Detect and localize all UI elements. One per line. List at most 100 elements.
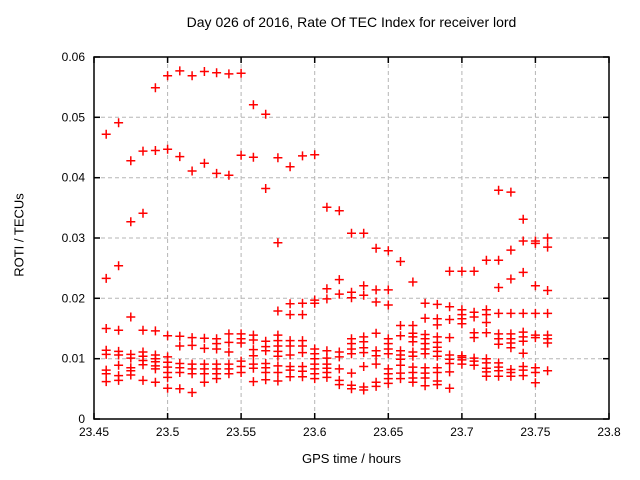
data-point	[310, 374, 320, 384]
data-point	[310, 298, 320, 308]
data-point	[469, 360, 479, 370]
data-point	[445, 302, 455, 312]
data-point	[469, 312, 479, 322]
data-point	[506, 245, 516, 255]
data-point	[347, 384, 356, 394]
data-point	[530, 238, 540, 248]
data-point	[445, 367, 455, 377]
data-point	[163, 383, 173, 393]
data-point	[126, 156, 136, 166]
data-point	[445, 266, 455, 276]
data-point	[420, 373, 430, 383]
data-point	[432, 351, 442, 361]
x-tick-label: 23.5	[156, 425, 180, 439]
data-point	[396, 360, 405, 370]
data-point	[359, 290, 369, 300]
data-point	[383, 378, 393, 388]
data-point	[518, 371, 528, 381]
data-point	[126, 353, 136, 363]
data-point	[138, 375, 148, 385]
y-tick-label: 0.02	[62, 291, 86, 305]
y-tick-label: 0.06	[62, 50, 86, 64]
x-tick-label: 23.7	[450, 425, 474, 439]
data-point	[359, 281, 369, 291]
data-point	[359, 362, 369, 371]
data-point	[530, 308, 540, 318]
data-point	[285, 310, 295, 320]
data-point	[261, 375, 271, 385]
x-tick-label: 23.75	[520, 425, 550, 439]
data-point	[101, 324, 111, 333]
data-point	[420, 298, 430, 308]
data-point	[199, 369, 209, 379]
data-point	[494, 371, 504, 381]
plot-border	[93, 56, 610, 420]
data-point	[175, 152, 185, 162]
data-point	[150, 364, 160, 374]
data-point	[114, 350, 124, 360]
data-point	[175, 341, 185, 351]
data-point	[114, 261, 124, 271]
data-point	[175, 331, 185, 341]
y-axis-label: ROTI / TECUs	[11, 193, 27, 277]
data-point	[248, 335, 258, 345]
data-point	[420, 381, 430, 391]
data-point	[518, 214, 528, 224]
data-point	[261, 109, 271, 119]
x-tick-label: 23.8	[597, 425, 621, 439]
data-point	[126, 370, 136, 380]
data-point	[518, 267, 528, 277]
data-point	[494, 185, 504, 195]
data-point	[298, 310, 307, 320]
data-point	[530, 281, 540, 291]
data-point	[138, 146, 148, 156]
data-point	[506, 308, 516, 318]
data-point	[298, 298, 307, 308]
data-point	[543, 366, 553, 376]
data-point	[408, 351, 418, 361]
data-point	[359, 228, 369, 238]
data-points-layer	[101, 66, 553, 397]
data-point	[347, 368, 356, 378]
data-point	[494, 339, 504, 349]
data-point	[273, 153, 283, 163]
y-tick-label: 0	[78, 412, 85, 426]
data-point	[126, 217, 136, 227]
data-point	[199, 377, 209, 387]
data-point	[101, 273, 111, 283]
data-point	[530, 333, 540, 343]
data-point	[322, 372, 332, 382]
data-point	[285, 299, 295, 309]
data-point	[175, 384, 185, 394]
data-point	[506, 187, 516, 197]
data-point	[334, 352, 344, 362]
data-point	[273, 376, 283, 386]
data-point	[114, 325, 124, 335]
data-point	[457, 359, 467, 369]
data-point	[212, 68, 222, 78]
data-point	[396, 374, 405, 384]
data-point	[163, 372, 173, 382]
data-point	[236, 68, 246, 78]
data-point	[432, 320, 442, 330]
data-point	[212, 344, 222, 354]
data-point	[273, 351, 283, 361]
data-point	[371, 285, 381, 295]
data-point	[285, 350, 295, 360]
data-point	[273, 238, 283, 248]
data-point	[347, 349, 356, 359]
data-point	[359, 348, 369, 358]
x-tick-label: 23.6	[303, 425, 327, 439]
data-point	[347, 293, 356, 303]
data-point	[334, 380, 344, 390]
data-point	[212, 168, 222, 178]
data-point	[481, 318, 491, 327]
data-point	[396, 321, 405, 330]
data-point	[163, 331, 173, 341]
data-point	[457, 266, 467, 276]
data-point	[432, 380, 442, 390]
data-point	[273, 368, 283, 377]
data-point	[420, 313, 430, 323]
data-point	[175, 66, 185, 76]
